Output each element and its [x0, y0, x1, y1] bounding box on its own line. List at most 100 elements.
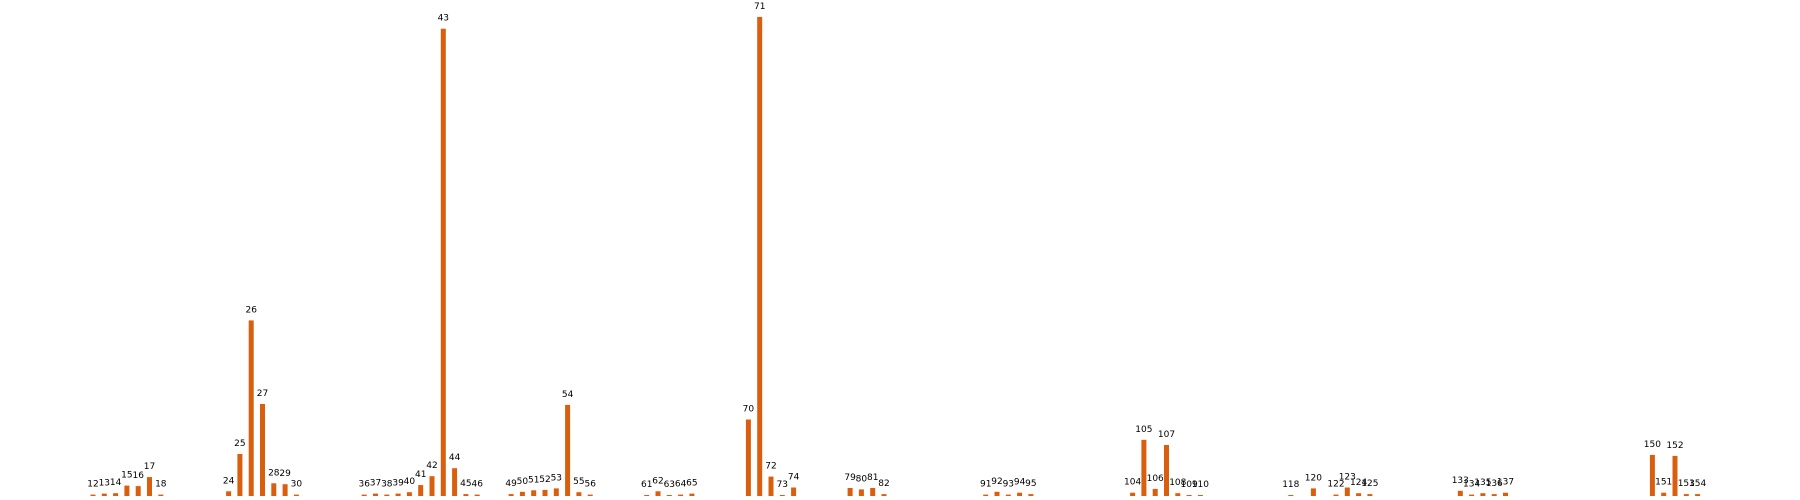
bar-120 — [1310, 488, 1316, 496]
bar-label-81: 81 — [867, 473, 878, 483]
bar-label-50: 50 — [517, 477, 529, 487]
bar-91 — [983, 494, 989, 496]
bar-18 — [158, 494, 164, 496]
bar-25 — [237, 454, 243, 496]
bar-29 — [282, 484, 288, 496]
bar-label-27: 27 — [257, 389, 268, 399]
bar-label-12: 12 — [87, 480, 98, 490]
bar-17 — [147, 477, 152, 496]
bar-14 — [113, 493, 119, 496]
bar-label-38: 38 — [381, 480, 393, 490]
bar-label-108: 108 — [1169, 478, 1186, 488]
bar-label-118: 118 — [1282, 480, 1299, 490]
bar-label-122: 122 — [1327, 480, 1344, 490]
bar-104 — [1130, 492, 1136, 496]
bar-107 — [1164, 445, 1169, 496]
bar-73 — [779, 495, 785, 496]
bar-label-61: 61 — [641, 480, 652, 490]
bar-24 — [226, 491, 232, 496]
bar-label-92: 92 — [991, 477, 1002, 487]
bar-label-133: 133 — [1452, 476, 1469, 486]
bar-label-54: 54 — [562, 390, 574, 400]
bar-123 — [1344, 487, 1350, 496]
bar-label-28: 28 — [268, 468, 280, 478]
bar-label-56: 56 — [584, 480, 596, 490]
bar-46 — [474, 494, 480, 496]
bar-12 — [90, 494, 96, 496]
bar-label-65: 65 — [686, 479, 697, 489]
bar-154 — [1695, 494, 1701, 496]
bar-51 — [531, 490, 537, 496]
bar-28 — [271, 483, 277, 496]
bar-153 — [1683, 494, 1689, 496]
bar-label-13: 13 — [99, 479, 110, 489]
bar-63 — [666, 495, 672, 496]
bar-62 — [655, 491, 661, 496]
bar-49 — [508, 494, 514, 496]
bar-71 — [757, 16, 763, 497]
bar-label-137: 137 — [1497, 478, 1514, 488]
bar-55 — [576, 492, 582, 496]
bar-label-18: 18 — [155, 480, 167, 490]
bar-label-80: 80 — [856, 474, 868, 484]
bar-label-120: 120 — [1305, 473, 1322, 483]
bar-label-63: 63 — [664, 480, 675, 490]
bar-label-93: 93 — [1003, 480, 1014, 490]
bar-label-74: 74 — [788, 473, 800, 483]
bar-135 — [1480, 493, 1486, 496]
bar-105 — [1141, 439, 1147, 496]
bar-95 — [1028, 494, 1034, 496]
bar-label-135: 135 — [1474, 478, 1491, 488]
bar-30 — [293, 494, 299, 496]
bar-label-14: 14 — [110, 478, 122, 488]
bar-label-107: 107 — [1158, 430, 1175, 440]
bar-label-109: 109 — [1181, 480, 1198, 490]
bar-label-49: 49 — [505, 479, 517, 489]
bar-61 — [644, 495, 650, 496]
bar-label-25: 25 — [234, 439, 245, 449]
bar-label-30: 30 — [291, 480, 303, 490]
bar-label-125: 125 — [1361, 479, 1378, 489]
bar-label-71: 71 — [754, 2, 765, 12]
bar-label-134: 134 — [1463, 480, 1480, 490]
bar-37 — [373, 493, 378, 496]
bar-72 — [768, 476, 774, 496]
bar-53 — [553, 488, 559, 496]
bar-label-36: 36 — [358, 480, 370, 490]
bar-label-82: 82 — [878, 479, 889, 489]
bar-label-106: 106 — [1147, 474, 1164, 484]
bar-label-70: 70 — [743, 405, 755, 415]
bar-label-151: 151 — [1655, 478, 1672, 488]
bar-54 — [565, 404, 571, 496]
bar-label-64: 64 — [675, 480, 687, 490]
bar-50 — [519, 491, 525, 496]
bar-43 — [440, 28, 446, 496]
bar-70 — [745, 419, 751, 496]
bar-64 — [678, 494, 684, 496]
bar-74 — [791, 487, 797, 496]
bar-152 — [1672, 455, 1678, 496]
bar-81 — [870, 488, 876, 496]
bar-151 — [1661, 492, 1667, 496]
bar-124 — [1356, 493, 1362, 496]
bar-38 — [384, 494, 390, 496]
bar-label-24: 24 — [223, 476, 235, 486]
bar-label-15: 15 — [121, 471, 132, 481]
bar-label-152: 152 — [1666, 441, 1683, 451]
bar-13 — [101, 493, 107, 496]
bar-label-95: 95 — [1025, 479, 1036, 489]
bar-label-94: 94 — [1014, 478, 1026, 488]
bar-label-62: 62 — [652, 476, 663, 486]
bar-52 — [542, 489, 548, 496]
bar-93 — [1005, 494, 1011, 496]
bar-label-43: 43 — [438, 14, 449, 24]
bar-16 — [135, 486, 141, 496]
bar-label-29: 29 — [279, 469, 291, 479]
bar-label-53: 53 — [551, 473, 562, 483]
bar-label-42: 42 — [426, 461, 437, 471]
bar-118 — [1288, 495, 1294, 496]
bar-label-55: 55 — [573, 477, 584, 487]
bar-15 — [124, 485, 130, 496]
bar-label-72: 72 — [765, 462, 776, 472]
